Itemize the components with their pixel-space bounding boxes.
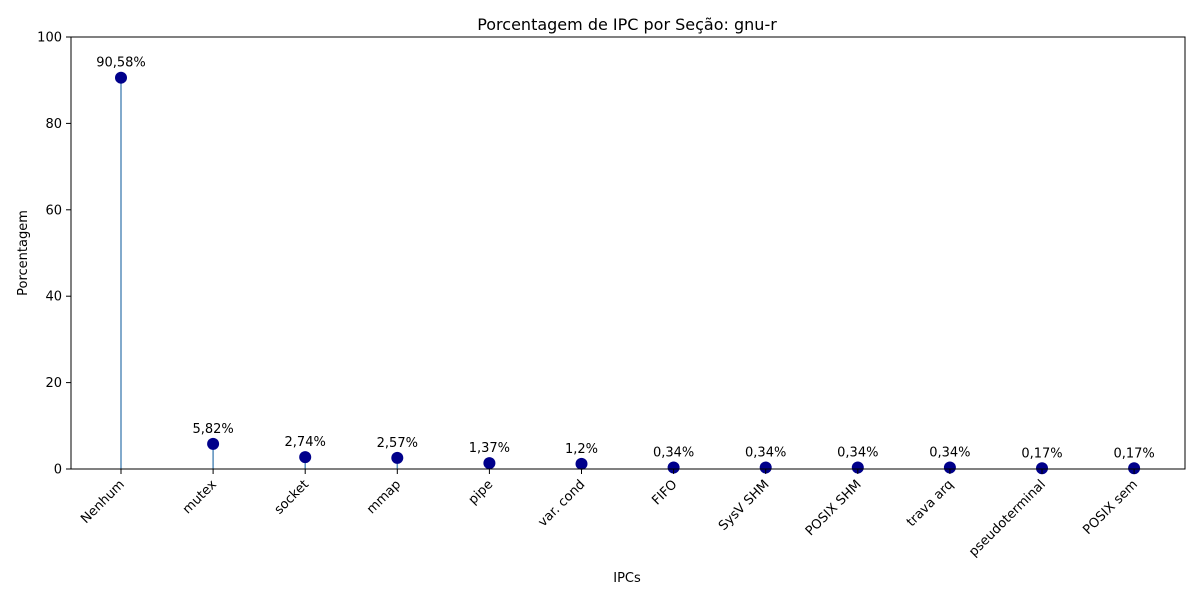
data-point xyxy=(943,461,956,474)
y-axis-label: Porcentagem xyxy=(16,210,31,296)
x-tick-label: mutex xyxy=(180,477,220,517)
x-tick-label: Nenhum xyxy=(78,477,128,527)
data-label: 2,74% xyxy=(285,435,326,450)
data-point xyxy=(1128,462,1141,475)
x-tick-label: socket xyxy=(272,477,312,517)
data-point xyxy=(575,457,588,470)
data-point xyxy=(483,457,496,470)
x-axis-label: IPCs xyxy=(613,571,641,586)
y-tick-label: 60 xyxy=(45,203,62,218)
data-point xyxy=(391,451,404,464)
y-tick-label: 100 xyxy=(37,31,62,46)
data-label: 2,57% xyxy=(377,436,418,451)
data-label: 1,37% xyxy=(469,441,510,456)
data-point xyxy=(299,451,312,464)
data-label: 0,34% xyxy=(837,446,878,461)
x-tick-label: pipe xyxy=(466,477,496,507)
x-tick-label: mmap xyxy=(364,477,404,517)
data-point xyxy=(759,461,772,474)
x-tick-label: trava arq xyxy=(904,477,957,530)
x-tick-label: SysV SHM xyxy=(716,477,773,534)
data-label: 5,82% xyxy=(192,422,233,437)
data-point xyxy=(667,461,680,474)
data-label: 0,34% xyxy=(653,446,694,461)
y-tick-label: 40 xyxy=(45,290,62,305)
y-tick-label: 0 xyxy=(54,463,62,478)
data-label: 1,2% xyxy=(565,442,598,457)
x-tick-label: pseudoterminal xyxy=(966,477,1049,560)
axes-frame xyxy=(70,36,1186,470)
x-tick-label: var. cond xyxy=(536,477,589,530)
data-label: 0,17% xyxy=(1021,446,1062,461)
data-label: 90,58% xyxy=(96,56,146,71)
data-label: 0,34% xyxy=(745,446,786,461)
data-point xyxy=(851,461,864,474)
x-tick-label: POSIX SHM xyxy=(803,477,865,539)
data-point xyxy=(207,437,220,450)
data-label: 0,34% xyxy=(929,446,970,461)
data-label: 0,17% xyxy=(1113,446,1154,461)
data-point xyxy=(115,71,127,84)
y-tick-label: 20 xyxy=(45,376,62,391)
data-point xyxy=(1036,462,1048,475)
chart-title: Porcentagem de IPC por Seção: gnu-r xyxy=(477,15,777,34)
y-tick-label: 80 xyxy=(45,117,62,132)
x-tick-label: FIFO xyxy=(649,477,680,508)
x-tick-label: POSIX sem xyxy=(1080,477,1141,538)
plot-area: 0 20 40 60 80 100 90,58% Nenhum 5,82% mutex 2,74% s… xyxy=(37,31,1186,560)
